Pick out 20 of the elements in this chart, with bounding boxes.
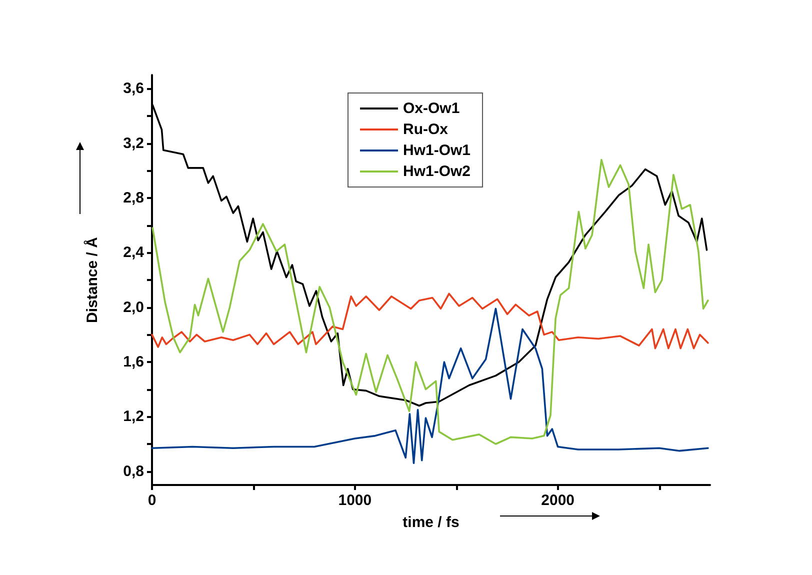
y-tick-label: 1,6 [123,354,144,370]
legend-label: Hw1-Ow2 [403,163,471,180]
legend-label: Ru-Ox [403,121,449,138]
legend-label: Hw1-Ow1 [403,142,471,159]
y-tick-label: 3,6 [123,80,144,98]
x-axis-title: time / fs [402,514,460,531]
legend-label: Ox-Ow1 [403,100,460,117]
y-axis-title: Distance / Å [83,236,101,323]
line-series [152,158,709,445]
y-tick-label: 0,8 [123,462,144,480]
x-tick-label: 0 [148,492,156,509]
y-tick-label: 2,0 [123,298,144,316]
y-tick-label: 2,4 [123,244,145,262]
x-tick-label: 1000 [338,492,372,509]
line-series [151,292,709,350]
y-tick-label: 3,2 [123,134,144,152]
line-series [151,308,709,464]
y-tick-label: 2,8 [123,190,144,206]
x-tick-label: 2000 [541,492,575,509]
y-tick-label: 1,2 [123,408,144,426]
